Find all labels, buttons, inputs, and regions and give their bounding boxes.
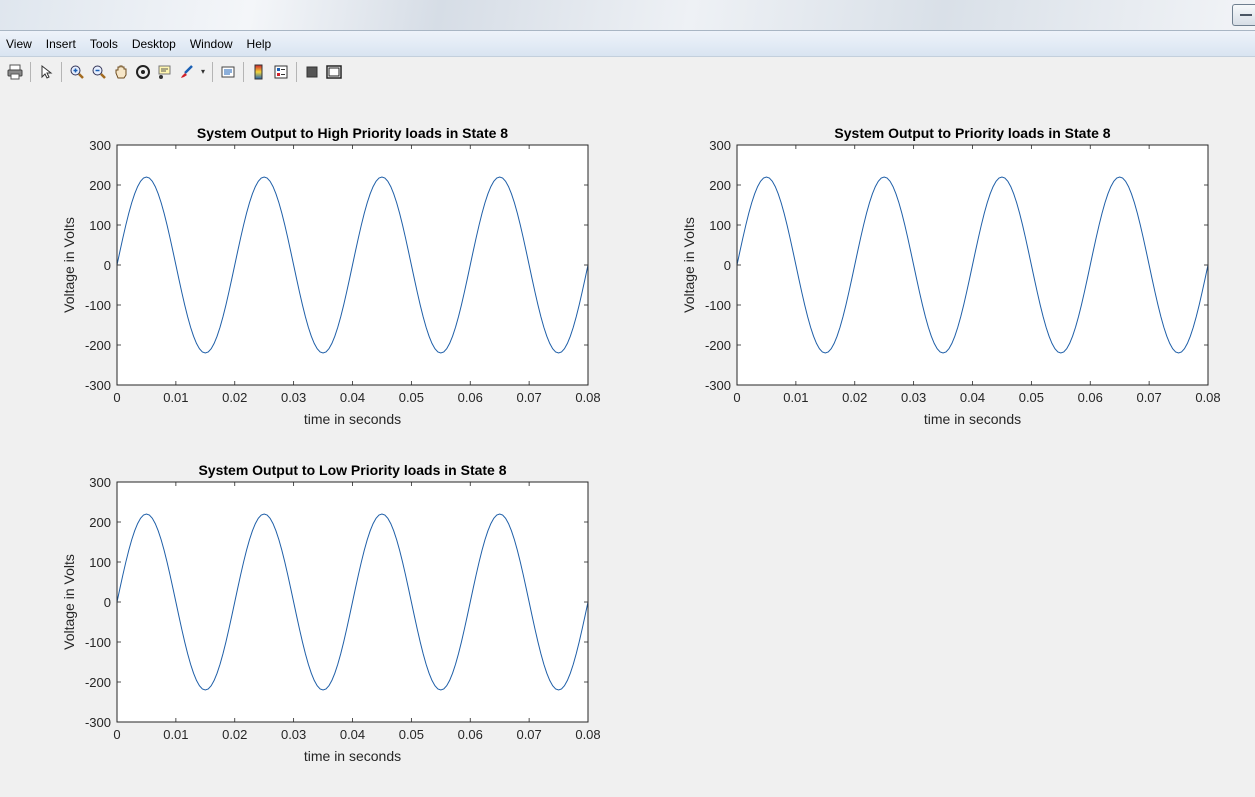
- pan-icon[interactable]: [111, 61, 131, 83]
- x-tick-label: 0.05: [399, 727, 424, 742]
- x-tick-label: 0.07: [516, 727, 541, 742]
- series-line: [736, 176, 1209, 354]
- y-tick-label: 200: [89, 178, 111, 193]
- x-tick-label: 0.02: [222, 727, 247, 742]
- axes-2: 0 0.01 0.02 0.03 0.04 0.05 0.06 0.07 0.08 300 200 1…: [681, 125, 1221, 427]
- x-tick-label: 0.07: [516, 390, 541, 405]
- zoom-in-icon[interactable]: [67, 61, 87, 83]
- y-axis-label: Voltage in Volts: [61, 217, 77, 313]
- y-tick-label: -200: [85, 675, 111, 690]
- toolbar-separator: [30, 62, 31, 82]
- figure-toolbar: ▾: [0, 57, 1255, 87]
- print-icon[interactable]: [5, 61, 25, 83]
- x-axis-label: time in seconds: [304, 411, 401, 427]
- y-tick-label: -100: [85, 298, 111, 313]
- y-tick-label: 100: [89, 555, 111, 570]
- y-tick-label: -300: [85, 378, 111, 393]
- chart-title: System Output to Priority loads in State…: [834, 125, 1110, 141]
- x-tick-label: 0.01: [163, 727, 188, 742]
- y-tick-label: -100: [705, 298, 731, 313]
- y-tick-label: -200: [85, 338, 111, 353]
- toolbar-separator: [212, 62, 213, 82]
- x-tick-label: 0.03: [281, 727, 306, 742]
- link-plot-icon[interactable]: [218, 61, 238, 83]
- x-tick-label: 0.08: [575, 727, 600, 742]
- axes-3: 0 0.01 0.02 0.03 0.04 0.05 0.06 0.07 0.08 300 200 1…: [61, 462, 601, 764]
- x-tick-label: 0.02: [222, 390, 247, 405]
- axes-1: 0 0.01 0.02 0.03 0.04 0.05 0.06 0.07 0.08 300 200 1…: [61, 125, 601, 427]
- y-tick-label: 300: [89, 138, 111, 153]
- toolbar-separator: [61, 62, 62, 82]
- x-axis-label: time in seconds: [924, 411, 1021, 427]
- axes-frame: [116, 481, 589, 723]
- x-tick-label: 0.05: [1019, 390, 1044, 405]
- y-tick-label: -300: [85, 715, 111, 730]
- x-axis-label: time in seconds: [304, 748, 401, 764]
- y-axis-label: Voltage in Volts: [61, 554, 77, 650]
- rotate-3d-icon[interactable]: [133, 61, 153, 83]
- x-tick-label: 0.02: [842, 390, 867, 405]
- menu-desktop[interactable]: Desktop: [131, 36, 176, 51]
- series-line: [116, 513, 589, 691]
- axes-frame: [736, 144, 1209, 386]
- y-tick-label: 0: [104, 258, 111, 273]
- figure-canvas: 0 0.01 0.02 0.03 0.04 0.05 0.06 0.07 0.08 300 200 1…: [0, 87, 1255, 792]
- x-tick-label: 0.06: [458, 727, 483, 742]
- x-tick-label: 0.01: [163, 390, 188, 405]
- toolbar-separator: [296, 62, 297, 82]
- menu-view[interactable]: View: [6, 36, 32, 51]
- menu-window[interactable]: Window: [189, 36, 233, 51]
- figure-svg: 0 0.01 0.02 0.03 0.04 0.05 0.06 0.07 0.08 300 200 1…: [61, 125, 1221, 764]
- y-tick-label: -100: [85, 635, 111, 650]
- menu-help[interactable]: Help: [246, 36, 272, 51]
- brush-icon[interactable]: [177, 61, 197, 83]
- series-line: [116, 176, 589, 354]
- pointer-icon[interactable]: [36, 61, 56, 83]
- x-tick-label: 0: [113, 727, 120, 742]
- y-tick-label: 100: [709, 218, 731, 233]
- chart-title: System Output to Low Priority loads in S…: [198, 462, 506, 478]
- y-axis-label: Voltage in Volts: [681, 217, 697, 313]
- x-tick-label: 0.07: [1136, 390, 1161, 405]
- legend-icon[interactable]: [271, 61, 291, 83]
- y-tick-label: 100: [89, 218, 111, 233]
- show-plot-tools-icon[interactable]: [324, 61, 344, 83]
- data-cursor-icon[interactable]: [155, 61, 175, 83]
- x-tick-label: 0.03: [281, 390, 306, 405]
- y-tick-label: 300: [709, 138, 731, 153]
- x-tick-label: 0.06: [1078, 390, 1103, 405]
- menu-insert[interactable]: Insert: [45, 36, 76, 51]
- hide-plot-tools-icon[interactable]: [302, 61, 322, 83]
- y-tick-label: 200: [89, 515, 111, 530]
- y-tick-label: 0: [724, 258, 731, 273]
- window-titlebar: [0, 0, 1255, 31]
- y-tick-label: 200: [709, 178, 731, 193]
- y-tick-label: 0: [104, 595, 111, 610]
- x-tick-label: 0.08: [1195, 390, 1220, 405]
- axes-frame: [116, 144, 589, 386]
- chart-title: System Output to High Priority loads in …: [197, 125, 508, 141]
- x-tick-label: 0: [733, 390, 740, 405]
- menu-tools[interactable]: Tools: [89, 36, 118, 51]
- chevron-down-icon[interactable]: ▾: [200, 67, 205, 76]
- x-tick-label: 0.01: [783, 390, 808, 405]
- colorbar-icon[interactable]: [249, 61, 269, 83]
- restore-window-icon[interactable]: [1232, 4, 1255, 26]
- x-tick-label: 0.04: [960, 390, 985, 405]
- x-tick-label: 0.06: [458, 390, 483, 405]
- menu-bar: View Insert Tools Desktop Window Help: [0, 31, 1255, 57]
- x-tick-label: 0.08: [575, 390, 600, 405]
- toolbar-separator: [243, 62, 244, 82]
- y-tick-label: 300: [89, 475, 111, 490]
- y-tick-label: -300: [705, 378, 731, 393]
- y-tick-label: -200: [705, 338, 731, 353]
- x-tick-label: 0.03: [901, 390, 926, 405]
- x-tick-label: 0.04: [340, 390, 365, 405]
- x-tick-label: 0.05: [399, 390, 424, 405]
- x-tick-label: 0: [113, 390, 120, 405]
- zoom-out-icon[interactable]: [89, 61, 109, 83]
- x-tick-label: 0.04: [340, 727, 365, 742]
